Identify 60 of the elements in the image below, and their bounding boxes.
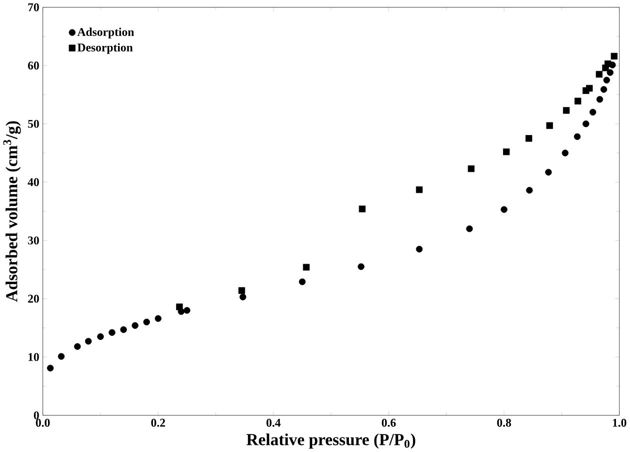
- point: [74, 343, 81, 350]
- point: [562, 150, 569, 156]
- point: [154, 315, 162, 322]
- x-axis-title: Relative pressure (P/P$_{0}$): [246, 434, 416, 449]
- point: [358, 206, 366, 212]
- legend-label: Desorption: [77, 43, 133, 54]
- point: [46, 364, 54, 372]
- x-tick-label: 1.0: [612, 418, 626, 427]
- point: [603, 76, 610, 84]
- point: [358, 263, 364, 270]
- point: [526, 135, 532, 142]
- point: [546, 122, 553, 129]
- point: [416, 186, 423, 194]
- point: [120, 326, 127, 333]
- y-axis-title: Adsorbed volume (cm$^{3}$/g): [3, 121, 21, 302]
- x-tick-label: 0.0: [36, 418, 50, 427]
- point: [416, 246, 423, 253]
- point: [58, 353, 65, 360]
- x-tick-label: 0.4: [266, 418, 281, 427]
- point: [176, 304, 183, 310]
- y-tick-label: 20: [28, 294, 39, 303]
- point: [545, 168, 552, 176]
- point: [574, 98, 582, 104]
- point: [562, 107, 570, 114]
- y-tick-label: 10: [28, 353, 39, 362]
- y-tick-label: 30: [28, 236, 39, 244]
- legend-label: Adsorption: [77, 28, 134, 38]
- y-tick-label: 50: [28, 120, 39, 128]
- point: [610, 52, 618, 60]
- point: [143, 318, 150, 326]
- point: [298, 278, 306, 286]
- x-tick-label: 0.6: [382, 418, 396, 427]
- point: [108, 329, 116, 336]
- point: [468, 165, 475, 172]
- point: [596, 96, 604, 103]
- y-tick-label: 70: [28, 3, 39, 12]
- y-tick-label: 0: [34, 411, 39, 420]
- point: [574, 133, 581, 140]
- point: [602, 64, 609, 72]
- point: [590, 108, 596, 116]
- point: [606, 69, 614, 76]
- point: [85, 338, 92, 345]
- point: [503, 148, 510, 156]
- point: [132, 322, 138, 329]
- point: [184, 307, 190, 314]
- point: [582, 87, 590, 94]
- point: [500, 206, 508, 213]
- y-tick-label: 60: [28, 62, 39, 70]
- point: [596, 70, 603, 78]
- point: [600, 86, 608, 93]
- point: [240, 294, 246, 300]
- point: [302, 264, 310, 271]
- point: [582, 120, 590, 128]
- y-tick-label: 40: [28, 178, 39, 186]
- point: [97, 333, 104, 340]
- point: [466, 225, 473, 232]
- point: [526, 186, 533, 194]
- x-tick-label: 0.2: [151, 418, 165, 427]
- point: [238, 287, 246, 294]
- x-tick-label: 0.8: [497, 418, 512, 427]
